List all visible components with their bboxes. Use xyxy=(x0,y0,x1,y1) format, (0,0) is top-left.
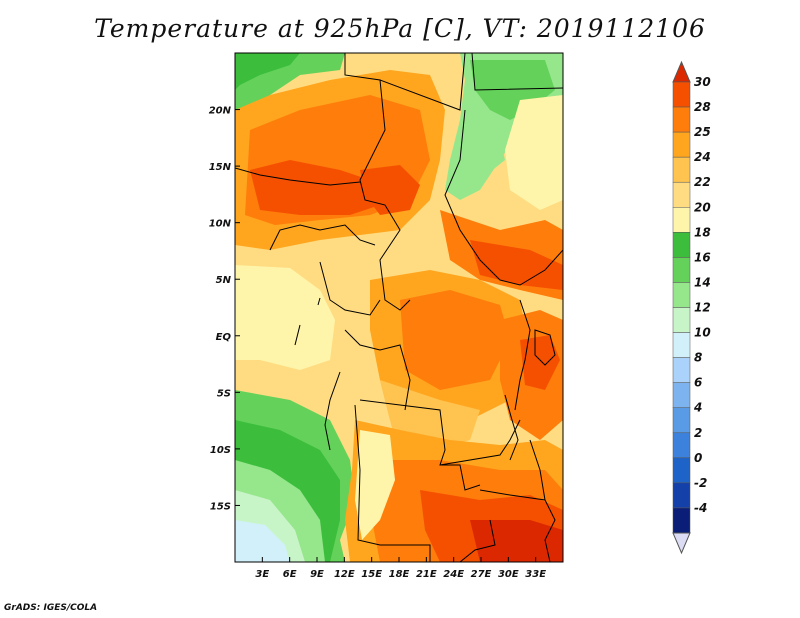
colorbar-segment xyxy=(672,131,691,158)
x-tick-label: 15E xyxy=(361,569,382,580)
x-tick-label: 12E xyxy=(334,569,355,580)
colorbar-label: 30 xyxy=(694,75,711,89)
colorbar-label: 25 xyxy=(694,125,711,139)
colorbar-label: 0 xyxy=(694,451,702,465)
colorbar-segment xyxy=(672,156,691,183)
colorbar-segment xyxy=(672,282,691,308)
colorbar-segment xyxy=(672,482,691,509)
y-tick-label: 5N xyxy=(216,275,232,286)
colorbar-max-arrow xyxy=(672,60,691,83)
colorbar-segment xyxy=(672,357,691,383)
colorbar-segment xyxy=(672,382,691,408)
x-tick-label: 24E xyxy=(443,569,464,580)
latitude-axis: 20N 15N 10N 5N EQ 5S 10S 15S xyxy=(209,106,240,512)
x-tick-label: 33E xyxy=(525,569,546,580)
colorbar-label: 16 xyxy=(694,250,711,264)
colorbar-segment xyxy=(672,332,691,358)
credit-text: GrADS: IGES/COLA xyxy=(4,603,98,613)
colorbar-segment xyxy=(672,232,691,258)
colorbar-label: 12 xyxy=(694,301,711,315)
colorbar-label: 10 xyxy=(694,326,711,340)
colorbar-min-arrow xyxy=(672,532,691,555)
x-tick-label: 6E xyxy=(283,569,297,580)
colorbar-label: 8 xyxy=(694,351,702,365)
colorbar-label: 14 xyxy=(694,275,711,289)
colorbar-segment xyxy=(672,432,691,459)
y-tick-label: 10N xyxy=(209,219,232,230)
colorbar-segment xyxy=(672,507,691,534)
colorbar-label: 28 xyxy=(694,100,711,114)
colorbar-segment xyxy=(672,457,691,484)
x-tick-label: 18E xyxy=(389,569,410,580)
y-tick-label: EQ xyxy=(216,332,232,343)
y-tick-label: 15N xyxy=(209,162,232,173)
y-tick-label: 20N xyxy=(209,106,232,117)
y-tick-label: 10S xyxy=(210,445,231,456)
x-tick-label: 30E xyxy=(498,569,519,580)
colorbar-segment xyxy=(672,181,691,208)
colorbar-segment xyxy=(672,81,691,108)
longitude-axis: 3E 6E 9E 12E 15E 18E 21E 24E 27E 30E 33E xyxy=(255,557,546,580)
colorbar-label: 18 xyxy=(694,225,711,239)
colorbar-label: 20 xyxy=(694,200,711,214)
x-tick-label: 9E xyxy=(310,569,324,580)
country-borders xyxy=(235,53,563,562)
colorbar-label: 24 xyxy=(694,150,711,164)
colorbar-label: -4 xyxy=(694,501,707,515)
colorbar-label: 6 xyxy=(694,376,702,390)
y-tick-label: 5S xyxy=(217,388,231,399)
colorbar-segment xyxy=(672,207,691,233)
x-tick-label: 27E xyxy=(471,569,492,580)
colorbar-segment xyxy=(672,257,691,283)
colorbar-segment xyxy=(672,106,691,133)
colorbar-segment xyxy=(672,307,691,333)
colorbar-label: 22 xyxy=(694,175,711,189)
colorbar-label: -2 xyxy=(694,476,707,490)
x-tick-label: 21E xyxy=(416,569,437,580)
colorbar-segment xyxy=(672,407,691,434)
map-title: Temperature at 925hPa [C], VT: 201911210… xyxy=(94,14,706,43)
colorbar-label: 2 xyxy=(694,426,702,440)
temperature-field xyxy=(235,53,563,562)
y-tick-label: 15S xyxy=(210,501,231,512)
colorbar-label: 4 xyxy=(693,401,702,415)
x-tick-label: 3E xyxy=(255,569,269,580)
